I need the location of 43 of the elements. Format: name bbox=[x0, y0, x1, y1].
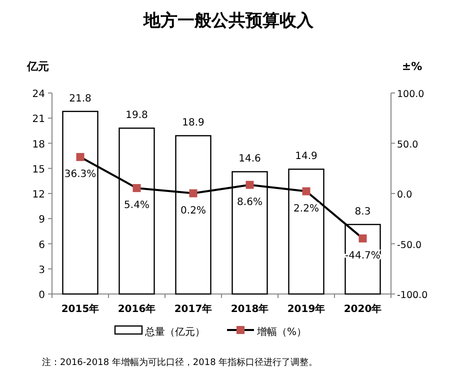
legend-label: 总量（亿元） bbox=[144, 326, 205, 338]
y-tick-label: 3 bbox=[38, 264, 45, 276]
y2-tick-label: 50.0 bbox=[397, 139, 418, 150]
y2-tick-label: -50.0 bbox=[397, 240, 422, 251]
point bbox=[302, 187, 310, 196]
data-label: 18.9 bbox=[182, 118, 204, 129]
data-label: 2.2% bbox=[294, 203, 319, 214]
point bbox=[76, 153, 84, 162]
legend-label: 增幅（%） bbox=[256, 326, 307, 338]
data-label: 0.2% bbox=[180, 205, 206, 216]
x-tick-label: 2015年 bbox=[61, 303, 100, 315]
y-tick-label: 12 bbox=[32, 190, 45, 200]
x-tick-label: 2017年 bbox=[174, 303, 212, 315]
y2-tick-label: 0.0 bbox=[397, 190, 412, 200]
data-label: 14.6 bbox=[238, 154, 261, 165]
x-tick-label: 2018年 bbox=[230, 303, 269, 315]
y-tick-label: 6 bbox=[38, 240, 45, 251]
point bbox=[132, 184, 141, 192]
y-tick-label: 21 bbox=[32, 114, 45, 126]
data-label: 5.4% bbox=[124, 200, 150, 212]
x-tick-label: 2020年 bbox=[344, 303, 382, 315]
y2-axis-title: ±% bbox=[402, 60, 422, 73]
x-tick-label: 2016年 bbox=[118, 303, 156, 315]
y-tick-label: 9 bbox=[38, 214, 45, 226]
data-label: 8.3 bbox=[354, 206, 371, 218]
y2-tick-label: 100.0 bbox=[397, 89, 424, 100]
y-tick-label: 18 bbox=[32, 139, 45, 150]
data-label: 21.8 bbox=[69, 93, 92, 104]
point bbox=[246, 180, 254, 189]
data-label: 8.6% bbox=[237, 196, 262, 208]
point bbox=[189, 189, 198, 198]
y-axis-title: 亿元 bbox=[26, 60, 49, 73]
y-tick-label: 0 bbox=[38, 290, 45, 301]
data-label: 36.3% bbox=[64, 169, 96, 180]
chart-title: 地方一般公共预算收入 bbox=[142, 11, 314, 31]
y-tick-label: 24 bbox=[32, 89, 45, 100]
data-label: 14.9 bbox=[295, 151, 318, 162]
point bbox=[358, 234, 367, 242]
text: 注：2016-2018 年增幅为可比口径，2018 年指标口径进行了调整。 bbox=[42, 357, 318, 368]
y-tick-label: 15 bbox=[32, 164, 45, 176]
y2-tick-label: -100.0 bbox=[397, 290, 428, 301]
data-label: 19.8 bbox=[126, 110, 148, 122]
x-tick-label: 2019年 bbox=[287, 303, 326, 315]
